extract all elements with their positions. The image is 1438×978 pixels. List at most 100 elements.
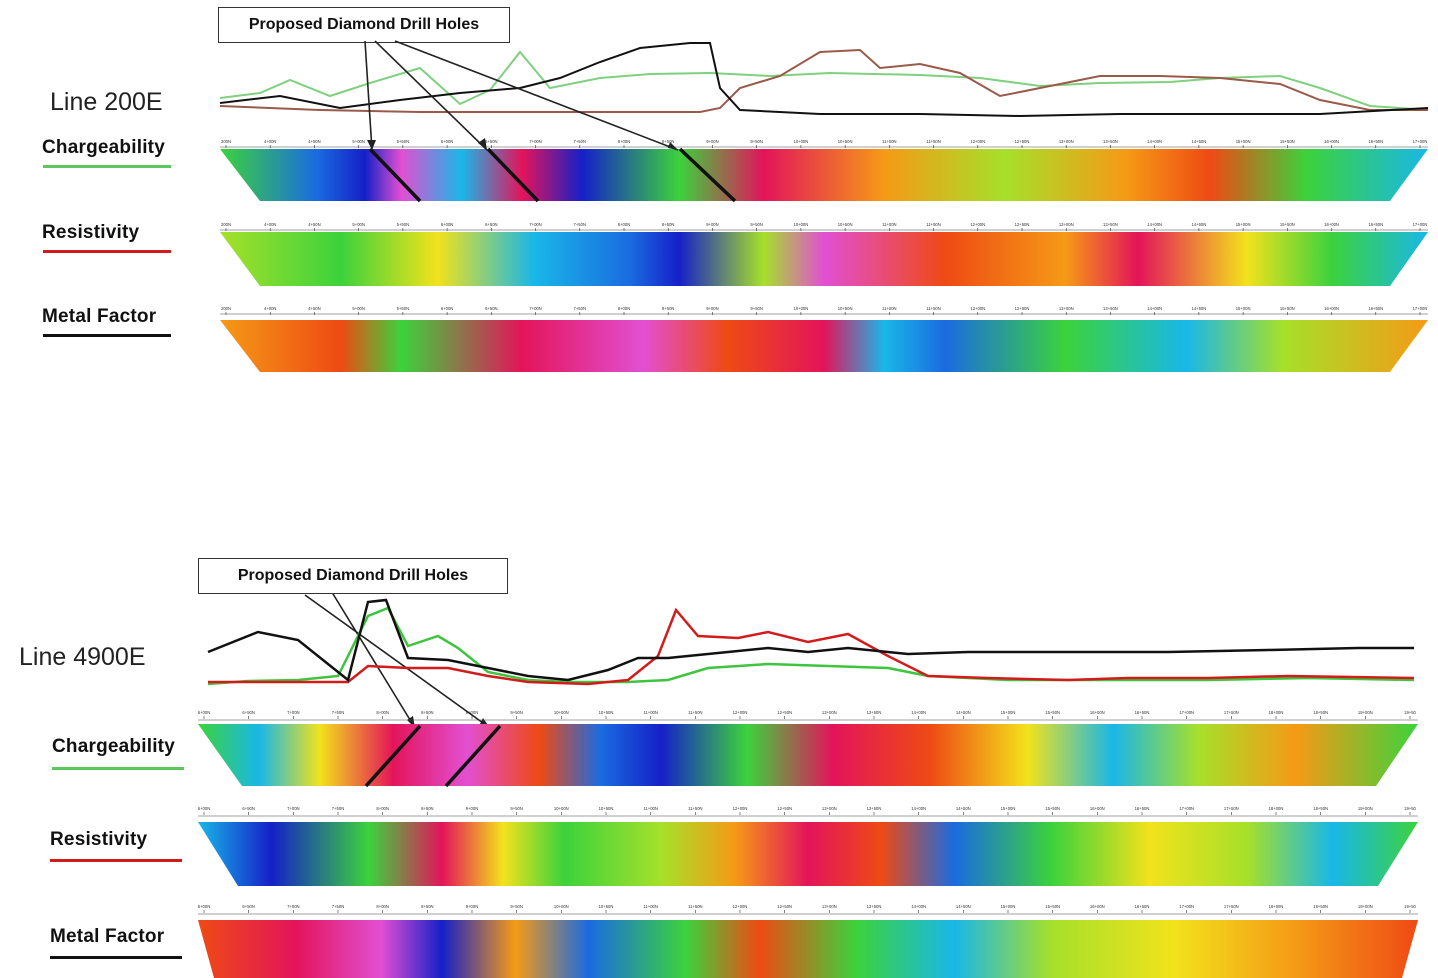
station-tick-label: 13+50N: [1103, 139, 1118, 144]
station-tick-label: 11+00N: [882, 222, 896, 227]
station-tick-label: 14+50N: [1191, 139, 1206, 144]
station-tick-label: 9+50N: [510, 904, 522, 909]
station-tick-label: 5+50N: [397, 222, 409, 227]
station-tick-label: 11+00N: [643, 806, 657, 811]
station-tick-label: 7+50N: [574, 306, 586, 311]
station-axis: 6+00N 6+50N 7+00N 7+50N 8+00N 8+50N 9+00N 9+50N…: [198, 710, 1417, 719]
station-tick-label: 14+50N: [956, 904, 971, 909]
station-tick-label: 7+00N: [287, 806, 299, 811]
station-tick-label: 12+00N: [970, 306, 985, 311]
station-tick-label: 15+50N: [1045, 710, 1060, 715]
station-tick-label: 19+00N: [1358, 904, 1373, 909]
station-tick-label: 7+50N: [332, 710, 344, 715]
metal-factor-legend-line: [50, 956, 182, 959]
station-tick-label: 6+50N: [485, 139, 497, 144]
station-tick-label: 9+00N: [706, 222, 718, 227]
station-tick-label: 5+50N: [397, 139, 409, 144]
metal-factor-section: [220, 320, 1428, 372]
station-tick-label: 14+00N: [911, 904, 926, 909]
station-tick-label: 12+50N: [777, 806, 792, 811]
station-tick-label: 7+50N: [332, 904, 344, 909]
station-tick-label: 18+00N: [1269, 904, 1284, 909]
metal-factor-section: [198, 920, 1418, 978]
resistivity-section: [198, 822, 1418, 886]
station-tick-label: 12+50N: [777, 710, 792, 715]
station-tick-label: 18+50N: [1313, 904, 1328, 909]
station-tick-label: 9+00N: [706, 139, 718, 144]
station-tick-label: 9+50N: [750, 139, 762, 144]
station-tick-label: 16+50N: [1135, 806, 1150, 811]
station-tick-label: 12+00N: [970, 139, 985, 144]
station-tick-label: 17+00N: [1179, 904, 1194, 909]
station-tick-label: 6+00N: [198, 806, 210, 811]
station-tick-label: 17+50N: [1224, 806, 1239, 811]
station-tick-label: 16+50N: [1135, 710, 1150, 715]
profile-plot: [207, 598, 1415, 686]
station-tick-label: 15+50N: [1280, 139, 1295, 144]
station-tick-label: 8+50N: [662, 306, 674, 311]
drill-hole-trace: [364, 724, 422, 788]
drill-hole-trace: [368, 147, 422, 203]
station-tick-label: 4+50N: [308, 139, 320, 144]
station-tick-label: 11+50N: [926, 306, 940, 311]
station-tick-label: 16+50N: [1135, 904, 1150, 909]
station-tick-label: 15+50N: [1045, 806, 1060, 811]
station-tick-label: 19+00N: [1358, 710, 1373, 715]
chargeability-profile-line: [207, 606, 1415, 686]
station-tick-label: 13+50N: [867, 710, 882, 715]
station-tick-label: 13+00N: [1059, 306, 1074, 311]
drill-hole-trace: [444, 724, 502, 788]
station-tick-label: 12+00N: [733, 904, 748, 909]
station-tick-label: 6+50N: [242, 904, 254, 909]
station-tick-label: 7+50N: [574, 222, 586, 227]
station-tick-label: 19+50: [1404, 806, 1416, 811]
pseudosection-metal-factor: 200N 4+00N 4+50N 5+00N 5+50N 6+00N 6+50N 7+00N 7…: [220, 306, 1428, 372]
station-tick-label: 8+00N: [376, 806, 388, 811]
resistivity-label: Resistivity: [42, 222, 140, 243]
station-tick-label: 10+00N: [793, 139, 808, 144]
station-tick-label: 4+50N: [308, 306, 320, 311]
station-tick-label: 10+50N: [838, 306, 853, 311]
station-tick-label: 6+00N: [198, 904, 210, 909]
station-tick-label: 13+00N: [1059, 222, 1074, 227]
pseudosection-resistivity: 200N 4+00N 4+50N 5+00N 5+50N 6+00N 6+50N 7+00N 7…: [220, 222, 1428, 286]
station-tick-label: 13+50N: [1103, 222, 1118, 227]
station-tick-label: 7+50N: [574, 139, 586, 144]
station-tick-label: 11+50N: [688, 710, 702, 715]
station-tick-label: 200N: [221, 306, 231, 311]
station-tick-label: 11+50N: [688, 806, 702, 811]
station-tick-label: 10+00N: [554, 904, 569, 909]
station-tick-label: 15+00N: [1236, 222, 1251, 227]
station-tick-label: 16+00N: [1324, 139, 1339, 144]
pseudosection-chargeability: 6+00N 6+50N 7+00N 7+50N 8+00N 8+50N 9+00N 9+50N…: [198, 710, 1418, 788]
station-tick-label: 19+50: [1404, 710, 1416, 715]
station-tick-label: 7+00N: [529, 139, 541, 144]
resistivity-legend-line: [50, 859, 182, 862]
station-tick-label: 17+00N: [1413, 222, 1428, 227]
station-tick-label: 17+50N: [1224, 904, 1239, 909]
station-tick-label: 5+50N: [397, 306, 409, 311]
station-tick-label: 8+00N: [618, 306, 630, 311]
station-tick-label: 18+50N: [1313, 710, 1328, 715]
pseudosection-metal-factor: 6+00N 6+50N 7+00N 7+50N 8+00N 8+50N 9+00N 9+50N…: [198, 904, 1418, 978]
station-tick-label: 10+00N: [793, 222, 808, 227]
station-tick-label: 6+50N: [242, 806, 254, 811]
station-tick-label: 12+00N: [733, 710, 748, 715]
station-tick-label: 7+00N: [287, 710, 299, 715]
station-tick-label: 15+00N: [1236, 139, 1251, 144]
station-tick-label: 15+00N: [1236, 306, 1251, 311]
station-tick-label: 10+50N: [599, 806, 614, 811]
station-tick-label: 4+00N: [264, 222, 276, 227]
station-tick-label: 5+00N: [352, 306, 364, 311]
station-tick-label: 16+50N: [1368, 306, 1383, 311]
station-axis: 6+00N 6+50N 7+00N 7+50N 8+00N 8+50N 9+00N 9+50N…: [198, 904, 1417, 913]
station-tick-label: 200N: [221, 139, 231, 144]
station-tick-label: 17+50N: [1224, 710, 1239, 715]
station-tick-label: 8+50N: [421, 710, 433, 715]
station-tick-label: 12+50N: [1015, 222, 1030, 227]
station-tick-label: 10+50N: [599, 710, 614, 715]
station-tick-label: 10+00N: [554, 806, 569, 811]
station-tick-label: 14+00N: [1147, 222, 1162, 227]
station-tick-label: 16+00N: [1090, 710, 1105, 715]
